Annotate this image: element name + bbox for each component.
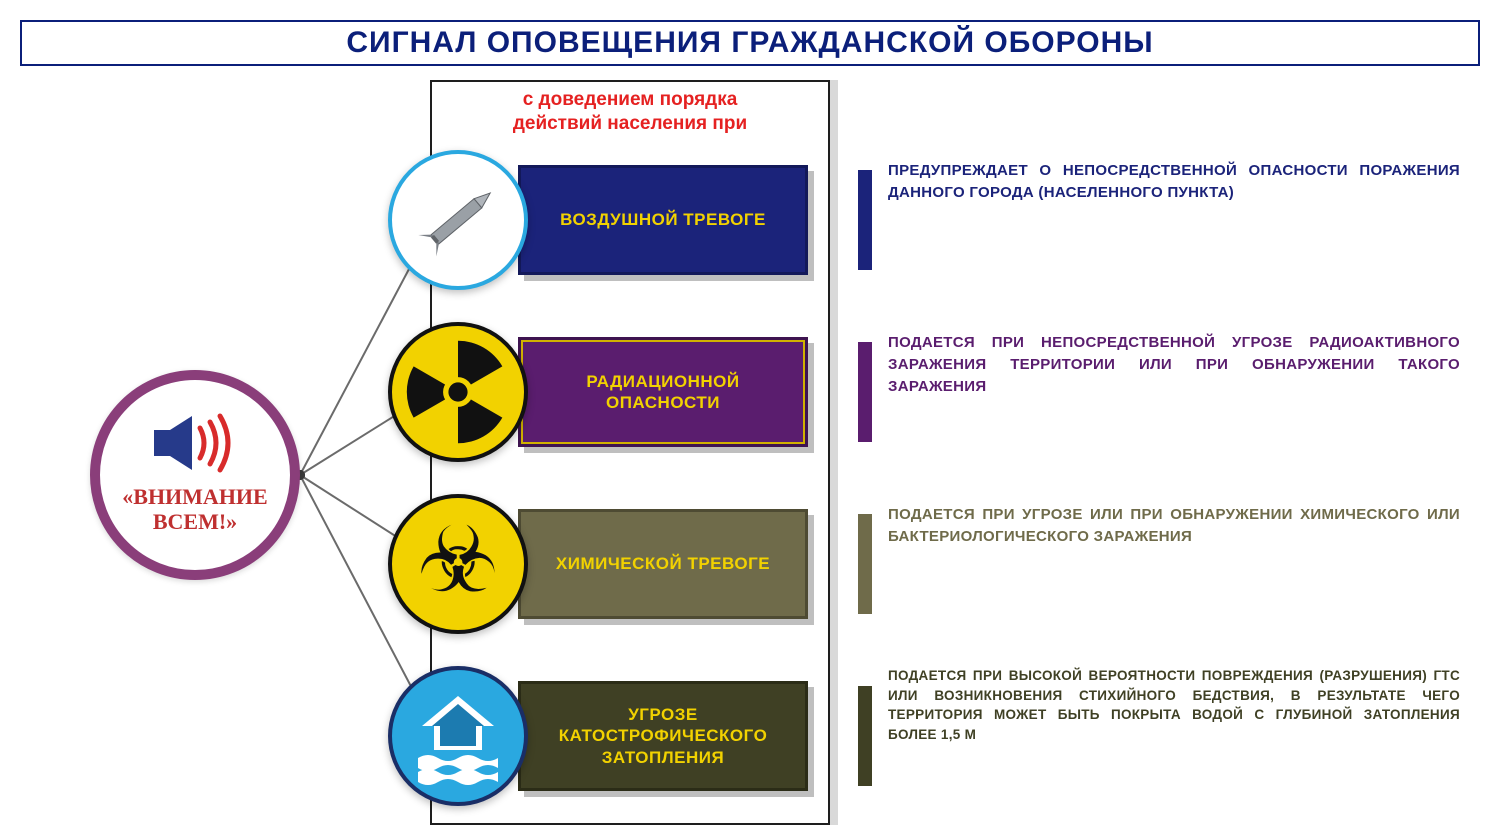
source-circle: «ВНИМАНИЕ ВСЕМ!» bbox=[90, 370, 300, 580]
svg-text:☣: ☣ bbox=[417, 510, 499, 612]
signal-description: ПОДАЕТСЯ ПРИ УГРОЗЕ ИЛИ ПРИ ОБНАРУЖЕНИИ … bbox=[888, 504, 1460, 548]
signal-row: ВОЗДУШНОЙ ТРЕВОГЕ ПРЕДУПРЕЖДАЕТ О НЕПОСР… bbox=[388, 150, 1460, 290]
speaker-icon bbox=[148, 410, 242, 481]
subtitle-line2: действий населения при bbox=[513, 113, 747, 134]
missile-icon bbox=[388, 150, 528, 290]
signal-label-box: ВОЗДУШНОЙ ТРЕВОГЕ bbox=[518, 165, 808, 275]
desc-bar bbox=[858, 514, 872, 614]
source-label-line1: «ВНИМАНИЕ bbox=[122, 484, 267, 509]
signal-label: ВОЗДУШНОЙ ТРЕВОГЕ bbox=[552, 209, 774, 230]
signal-label: УГРОЗЕ КАТОСТРОФИЧЕСКОГО ЗАТОПЛЕНИЯ bbox=[521, 704, 805, 768]
signal-label-box: ХИМИЧЕСКОЙ ТРЕВОГЕ bbox=[518, 509, 808, 619]
signal-label: ХИМИЧЕСКОЙ ТРЕВОГЕ bbox=[548, 553, 778, 574]
subtitle-line1: с доведением порядка bbox=[523, 89, 738, 110]
page-title: СИГНАЛ ОПОВЕЩЕНИЯ ГРАЖДАНСКОЙ ОБОРОНЫ bbox=[346, 26, 1153, 60]
radiation-icon bbox=[388, 322, 528, 462]
signal-description: ПОДАЕТСЯ ПРИ ВЫСОКОЙ ВЕРОЯТНОСТИ ПОВРЕЖД… bbox=[888, 666, 1460, 744]
desc-bar bbox=[858, 686, 872, 786]
signal-row: РАДИАЦИОННОЙ ОПАСНОСТИ ПОДАЕТСЯ ПРИ НЕПО… bbox=[388, 322, 1460, 462]
desc-bar bbox=[858, 342, 872, 442]
signal-label-box: УГРОЗЕ КАТОСТРОФИЧЕСКОГО ЗАТОПЛЕНИЯ bbox=[518, 681, 808, 791]
flood-icon bbox=[388, 666, 528, 806]
signal-label: РАДИАЦИОННОЙ ОПАСНОСТИ bbox=[521, 371, 805, 414]
biohazard-icon: ☣ bbox=[388, 494, 528, 634]
desc-bar bbox=[858, 170, 872, 270]
signal-description: ПОДАЕТСЯ ПРИ НЕПОСРЕДСТВЕННОЙ УГРОЗЕ РАД… bbox=[888, 332, 1460, 397]
signal-row: УГРОЗЕ КАТОСТРОФИЧЕСКОГО ЗАТОПЛЕНИЯ ПОДА… bbox=[388, 666, 1460, 806]
source-label: «ВНИМАНИЕ ВСЕМ!» bbox=[122, 485, 267, 533]
signal-label-box: РАДИАЦИОННОЙ ОПАСНОСТИ bbox=[518, 337, 808, 447]
subtitle: с доведением порядка действий населения … bbox=[432, 82, 828, 140]
source-label-line2: ВСЕМ!» bbox=[153, 509, 237, 534]
signal-description: ПРЕДУПРЕЖДАЕТ О НЕПОСРЕДСТВЕННОЙ ОПАСНОС… bbox=[888, 160, 1460, 204]
page-title-bar: СИГНАЛ ОПОВЕЩЕНИЯ ГРАЖДАНСКОЙ ОБОРОНЫ bbox=[20, 20, 1480, 66]
signal-row: ХИМИЧЕСКОЙ ТРЕВОГЕ ☣ ПОДАЕТСЯ ПРИ УГРОЗЕ… bbox=[388, 494, 1460, 634]
